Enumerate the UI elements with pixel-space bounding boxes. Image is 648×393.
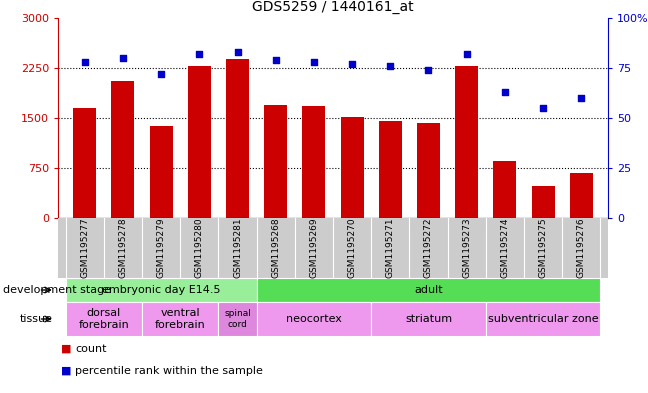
- Point: [156, 71, 167, 77]
- Text: ventral
forebrain: ventral forebrain: [155, 308, 205, 330]
- Point: [194, 51, 205, 57]
- Text: development stage: development stage: [3, 285, 111, 295]
- Point: [118, 55, 128, 61]
- Text: GSM1195268: GSM1195268: [272, 218, 280, 278]
- Point: [233, 49, 243, 55]
- Bar: [303, 106, 325, 218]
- Text: GSM1195275: GSM1195275: [538, 218, 548, 278]
- Point: [538, 105, 548, 111]
- Text: GSM1195269: GSM1195269: [309, 218, 318, 278]
- Text: GSM1195271: GSM1195271: [386, 218, 395, 278]
- Bar: [379, 121, 402, 218]
- Text: adult: adult: [414, 285, 443, 295]
- Text: subventricular zone: subventricular zone: [488, 314, 598, 324]
- Point: [423, 67, 434, 73]
- Bar: [456, 66, 478, 218]
- Point: [461, 51, 472, 57]
- Text: GSM1195270: GSM1195270: [347, 218, 356, 278]
- Title: GDS5259 / 1440161_at: GDS5259 / 1440161_at: [252, 0, 414, 14]
- Bar: [111, 81, 134, 218]
- Text: ■: ■: [62, 344, 72, 354]
- Text: neocortex: neocortex: [286, 314, 342, 324]
- Text: GSM1195273: GSM1195273: [462, 218, 471, 278]
- Point: [385, 63, 395, 69]
- Text: tissue: tissue: [19, 314, 52, 324]
- Text: GSM1195272: GSM1195272: [424, 218, 433, 278]
- Text: GSM1195281: GSM1195281: [233, 218, 242, 278]
- Bar: [150, 126, 172, 218]
- Bar: [188, 66, 211, 218]
- Text: striatum: striatum: [405, 314, 452, 324]
- Point: [347, 61, 357, 67]
- Point: [308, 59, 319, 65]
- Point: [270, 57, 281, 63]
- Bar: [226, 59, 249, 218]
- Text: embryonic day E14.5: embryonic day E14.5: [102, 285, 220, 295]
- Bar: [493, 162, 516, 218]
- Text: count: count: [76, 344, 107, 354]
- Point: [80, 59, 90, 65]
- Text: GSM1195276: GSM1195276: [577, 218, 586, 278]
- Text: percentile rank within the sample: percentile rank within the sample: [76, 365, 263, 376]
- Bar: [264, 105, 287, 218]
- Text: GSM1195280: GSM1195280: [195, 218, 204, 278]
- Bar: [570, 173, 593, 218]
- Text: GSM1195278: GSM1195278: [119, 218, 128, 278]
- Text: dorsal
forebrain: dorsal forebrain: [78, 308, 129, 330]
- Text: GSM1195274: GSM1195274: [500, 218, 509, 278]
- Point: [500, 89, 510, 95]
- Bar: [531, 186, 555, 218]
- Text: GSM1195279: GSM1195279: [157, 218, 166, 278]
- Text: spinal
cord: spinal cord: [224, 309, 251, 329]
- Text: GSM1195277: GSM1195277: [80, 218, 89, 278]
- Point: [576, 95, 586, 101]
- Bar: [417, 123, 440, 218]
- Text: ■: ■: [62, 365, 72, 376]
- Bar: [341, 118, 364, 218]
- Bar: [73, 108, 96, 218]
